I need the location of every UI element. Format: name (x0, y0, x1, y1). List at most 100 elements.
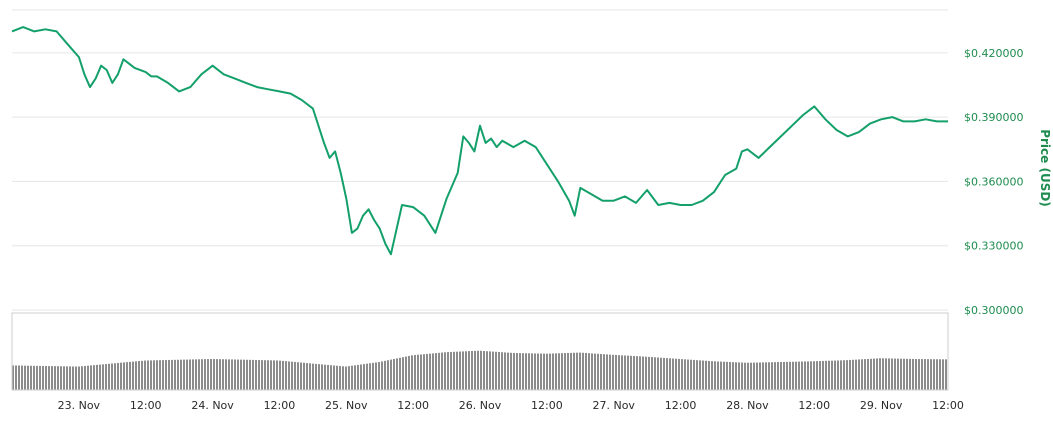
volume-bar (321, 364, 323, 390)
volume-bar (573, 352, 575, 390)
volume-bar (438, 352, 440, 390)
volume-bar (243, 359, 245, 390)
volume-bar (258, 360, 260, 390)
volume-bar (429, 353, 431, 390)
volume-bar (174, 359, 176, 390)
volume-bar (210, 359, 212, 390)
volume-bar (570, 352, 572, 390)
volume-bar (390, 359, 392, 390)
volume-bar (807, 361, 809, 390)
volume-bar (891, 358, 893, 390)
volume-bar (360, 364, 362, 390)
volume-bar (396, 358, 398, 390)
volume-bar (651, 357, 653, 390)
volume-bar (903, 358, 905, 390)
volume-bar (690, 359, 692, 390)
volume-bar (660, 357, 662, 390)
volume-bar (792, 361, 794, 390)
volume-bar (495, 351, 497, 390)
volume-bar (462, 351, 464, 390)
volume-bar (588, 353, 590, 390)
volume-bar (138, 361, 140, 390)
volume-bar (732, 362, 734, 390)
volume-bar (858, 359, 860, 390)
price-series (11, 26, 948, 256)
volume-bar (420, 354, 422, 390)
volume-bar (141, 360, 143, 390)
volume-bar (723, 361, 725, 390)
volume-bar (687, 359, 689, 390)
volume-bar (261, 360, 263, 390)
volume-bar (102, 364, 104, 390)
volume-bar (54, 366, 56, 390)
volume-bar (579, 352, 581, 390)
volume-bar (444, 352, 446, 390)
volume-bar (930, 359, 932, 390)
volume-bar (777, 362, 779, 390)
volume-bar (273, 360, 275, 390)
volume-bar (576, 352, 578, 390)
volume-bar (147, 360, 149, 390)
volume-bar (378, 362, 380, 390)
volume-bar (684, 359, 686, 390)
volume-bar (198, 359, 200, 390)
volume-bar (270, 360, 272, 390)
volume-bar (633, 356, 635, 390)
volume-bar (525, 353, 527, 390)
volume-bar (408, 355, 410, 390)
volume-bar (69, 366, 71, 390)
x-tick-label-4: 25. Nov (325, 399, 368, 412)
volume-bar (834, 360, 836, 390)
volume-bar (381, 361, 383, 390)
volume-bar (555, 353, 557, 390)
volume-bar (372, 362, 374, 390)
grid-lines (12, 9, 948, 311)
volume-bar (867, 358, 869, 390)
volume-bar (498, 351, 500, 390)
volume-bar (63, 366, 65, 390)
volume-bar (405, 356, 407, 390)
volume-bar (84, 365, 86, 390)
volume-bar (921, 359, 923, 390)
volume-bar (303, 362, 305, 390)
volume-bar (567, 352, 569, 390)
volume-bar (627, 355, 629, 390)
volume-bar (18, 365, 20, 390)
volume-bar (411, 355, 413, 390)
volume-bar (618, 355, 620, 390)
volume-bar (546, 353, 548, 390)
volume-bar (234, 359, 236, 390)
volume-bar (540, 353, 542, 390)
volume-bar (300, 362, 302, 390)
volume-bar (369, 363, 371, 390)
volume-bar (282, 360, 284, 390)
volume-bar (30, 365, 32, 390)
volume-bar (654, 357, 656, 390)
volume-bar (534, 353, 536, 390)
x-tick-label-1: 12:00 (130, 399, 162, 412)
volume-bar (45, 366, 47, 390)
volume-bar (357, 364, 359, 390)
volume-bar (468, 351, 470, 390)
volume-bar (768, 362, 770, 390)
volume-bar (312, 363, 314, 390)
volume-bar (249, 359, 251, 390)
volume-bar (204, 359, 206, 390)
volume-bar (201, 359, 203, 390)
x-tick-label-10: 28. Nov (726, 399, 769, 412)
volume-bar (72, 366, 74, 390)
volume-bar (168, 359, 170, 390)
volume-bar (801, 361, 803, 390)
volume-bar (888, 358, 890, 390)
volume-bar (615, 354, 617, 390)
volume-bar (471, 351, 473, 390)
volume-bar (642, 356, 644, 390)
x-tick-label-13: 12:00 (932, 399, 964, 412)
volume-bar (12, 365, 14, 390)
volume-bar (186, 359, 188, 390)
volume-bar (90, 365, 92, 390)
volume-bar (846, 360, 848, 390)
volume-bar (636, 356, 638, 390)
volume-bar (717, 361, 719, 390)
volume-bar (681, 359, 683, 390)
